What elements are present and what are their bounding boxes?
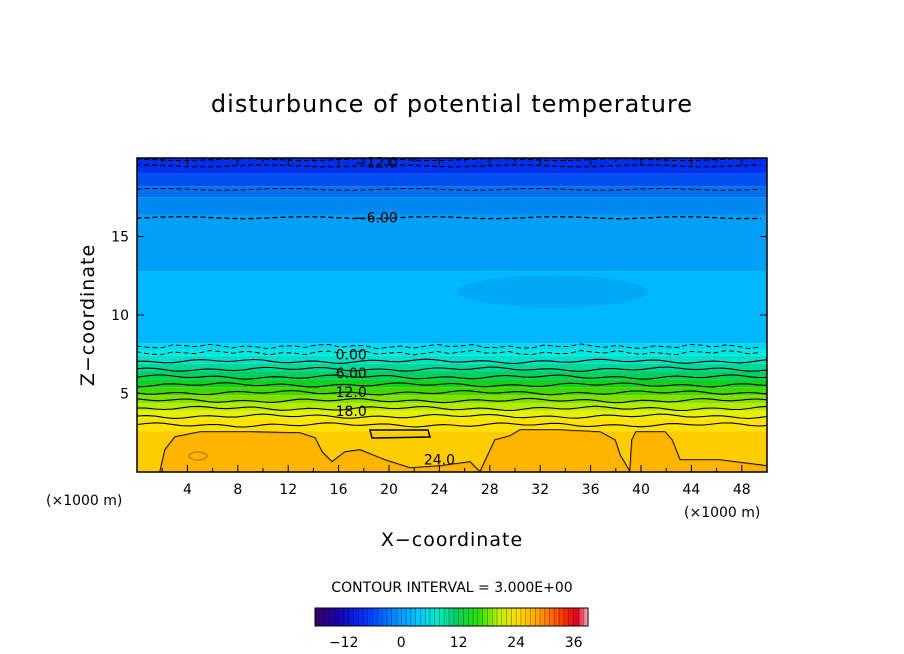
chart-title: disturbunce of potential temperature [211,90,693,118]
color-band [137,173,767,187]
colorbar-ticks: −12 0 12 24 36 [329,635,583,651]
x-tick-label: 32 [531,482,549,498]
contour-line-negative [137,349,762,356]
y-tick-label: 10 [111,308,129,324]
x-tick-label: 36 [582,482,600,498]
color-band [137,343,767,350]
warm-region [480,430,630,472]
contour-line [137,397,767,404]
x-tick-label: 40 [632,482,650,498]
x-tick-label: 8 [233,482,242,498]
color-band [137,158,767,174]
plot-area [137,158,767,472]
y-axis: 5 10 15 [111,230,767,403]
warm-region [160,432,480,472]
contour-line [137,374,767,380]
x-tick-label: 44 [682,482,700,498]
color-bands [137,158,767,472]
x-axis: 4 8 12 16 20 24 28 32 36 40 44 48 [161,158,751,498]
contour-line [137,366,767,372]
colorbar-tick-label: −12 [329,635,359,651]
color-band [137,186,767,198]
x-unit-left: (×1000 m) [46,493,122,509]
contour-label: 24.0 [424,452,455,468]
contour-line-negative [137,215,762,220]
y-axis-label: Z−coordinate [77,244,99,386]
colorbar-tick-label: 36 [565,635,583,651]
color-band [457,275,648,308]
contour-label: 12.0 [336,385,367,401]
contour-line-negative [137,164,762,168]
x-unit-right: (×1000 m) [684,505,760,521]
x-tick-label: 12 [279,482,297,498]
colorbar-gradient [314,607,589,627]
contour-interval-text: CONTOUR INTERVAL = 3.000E+00 [331,580,572,596]
color-band [137,410,767,419]
x-tick-label: 4 [183,482,192,498]
color-band [137,402,767,411]
color-band [137,355,767,364]
contour-line-negative [137,158,762,162]
contour-line [137,422,767,428]
warm-regions [160,430,767,472]
contour-line-24 [369,429,431,439]
colorbar: −12 0 12 24 36 [314,607,589,651]
contour-label: 18.0 [336,404,367,420]
color-band [137,271,767,344]
contour-line [137,413,767,420]
color-band [137,197,767,215]
contour-label: −6.00 [355,211,398,227]
contour-line [137,405,767,412]
color-band [137,363,767,372]
contour-label: −12.0 [355,156,398,172]
contour-line [137,358,767,365]
warm-region [630,432,767,472]
x-tick-label: 20 [380,482,398,498]
colorbar-tick-label: 0 [397,635,406,651]
contour-line [137,390,767,396]
colorbar-tick-label: 24 [507,635,525,651]
x-tick-label: 48 [733,482,751,498]
x-tick-label: 16 [330,482,348,498]
x-axis-label: X−coordinate [381,529,523,551]
contour-line [137,382,767,388]
contour-label: 6.00 [336,366,367,382]
y-tick-label: 15 [111,230,129,246]
x-tick-label: 24 [430,482,448,498]
x-tick-label: 28 [481,482,499,498]
color-band [137,371,767,380]
contour-line-negative [137,343,762,350]
colorbar-cells [319,608,584,626]
contour-labels: −12.0 −6.00 0.00 6.00 12.0 18.0 24.0 [336,156,455,469]
colorbar-tick-label: 12 [450,635,468,651]
contour-line-negative [137,187,762,191]
y-tick-label: 5 [120,387,129,403]
color-band [137,214,767,272]
color-band [137,395,767,403]
contour-label: 0.00 [336,347,367,363]
color-band [137,349,767,356]
